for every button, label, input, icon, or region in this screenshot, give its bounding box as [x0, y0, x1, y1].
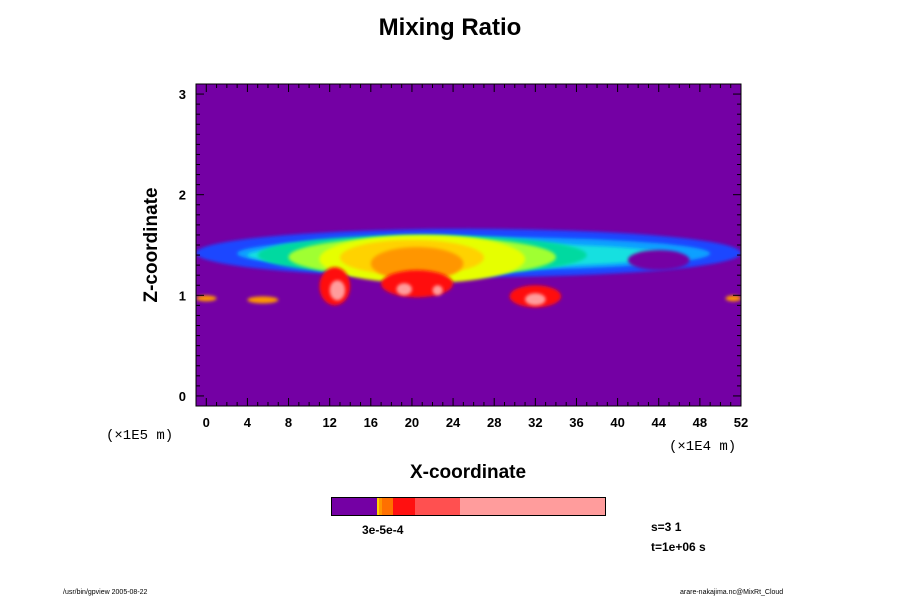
field-blob — [196, 295, 217, 302]
field-blob — [525, 293, 546, 306]
x-axis-title: X-coordinate — [410, 462, 526, 483]
field-blob — [432, 285, 443, 296]
field-blob — [396, 283, 412, 296]
field-blob — [329, 280, 346, 301]
field-blob — [247, 296, 279, 304]
colorbar-segment — [460, 498, 605, 515]
field-blob — [370, 247, 464, 281]
x-tick-label: 28 — [487, 415, 501, 430]
colorbar-segment — [382, 498, 394, 515]
mixing-ratio-field — [196, 228, 741, 308]
time-info: t=1e+06 s — [651, 540, 706, 554]
y-axis-title: Z-coordinate — [141, 187, 162, 302]
step-info: s=3 1 — [651, 520, 682, 534]
x-tick-label: 44 — [652, 415, 667, 430]
x-tick-label: 52 — [734, 415, 748, 430]
colorbar-segment — [332, 498, 378, 515]
colorbar-segment — [393, 498, 416, 515]
x-tick-label: 16 — [364, 415, 378, 430]
y-tick-label: 2 — [179, 188, 186, 203]
y-tick-label: 0 — [179, 389, 186, 404]
x-tick-label: 4 — [244, 415, 252, 430]
x-scale-note: (×1E4 m) — [669, 439, 736, 455]
x-tick-label: 8 — [285, 415, 292, 430]
field-blob — [627, 250, 690, 271]
field-blob — [381, 270, 454, 298]
footer-left: /usr/bin/gpview 2005-08-22 — [63, 589, 148, 596]
x-tick-label: 12 — [322, 415, 336, 430]
colorbar-segment — [379, 498, 383, 515]
x-tick-label: 36 — [569, 415, 583, 430]
footer-right: arare-nakajima.nc@MixRt_Cloud — [680, 589, 784, 596]
colorbar-segment — [377, 498, 380, 515]
x-tick-label: 40 — [610, 415, 624, 430]
x-tick-label: 24 — [446, 415, 461, 430]
x-tick-label: 0 — [203, 415, 210, 430]
colorbar-segment — [415, 498, 461, 515]
y-tick-label: 3 — [179, 87, 186, 102]
x-tick-label: 32 — [528, 415, 542, 430]
field-blob — [725, 295, 741, 302]
x-tick-label: 48 — [693, 415, 707, 430]
axis-ticks — [196, 84, 742, 406]
colorbar — [331, 497, 606, 516]
x-tick-labels: 0 4 8 12 16 20 24 28 32 36 40 44 48 52 — [203, 415, 749, 430]
y-tick-labels: 0 1 2 3 — [179, 87, 186, 404]
x-tick-label: 20 — [405, 415, 419, 430]
y-tick-label: 1 — [179, 288, 186, 303]
colorbar-label: 3e-5e-4 — [362, 523, 404, 537]
chart-title: Mixing Ratio — [378, 14, 522, 41]
y-scale-note: (×1E5 m) — [106, 428, 173, 444]
